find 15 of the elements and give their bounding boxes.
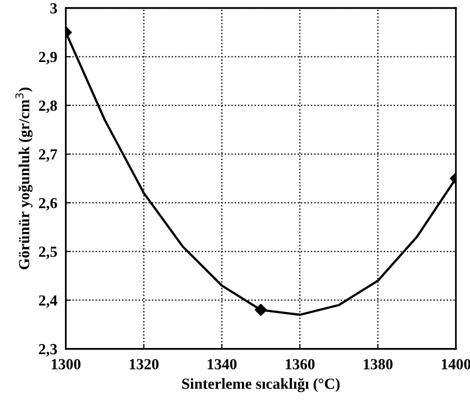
y-tick-label: 2,3 <box>39 344 57 357</box>
y-tick-label: 2,5 <box>39 246 57 260</box>
y-tick-label: 2,6 <box>39 198 58 210</box>
x-axis-title: Sinterleme sıcaklığı (°C) <box>182 378 340 392</box>
x-tick-label: 1300 <box>52 359 80 370</box>
y-tick-label: 2,7 <box>39 149 58 162</box>
x-tick-label: 1360 <box>286 359 315 370</box>
y-tick-label: 2,9 <box>39 52 57 64</box>
y-tick-label: 3 <box>50 3 57 14</box>
x-tick-label: 1380 <box>364 359 393 370</box>
x-tick-label: 1320 <box>130 359 159 370</box>
y-tick-label: 2,4 <box>39 295 58 308</box>
y-axis-title: Görünür yoğunluk (gr/cm$^{3}$) <box>15 88 33 270</box>
x-tick-label: 1340 <box>208 359 237 370</box>
y-tick-label: 2,8 <box>39 100 57 114</box>
